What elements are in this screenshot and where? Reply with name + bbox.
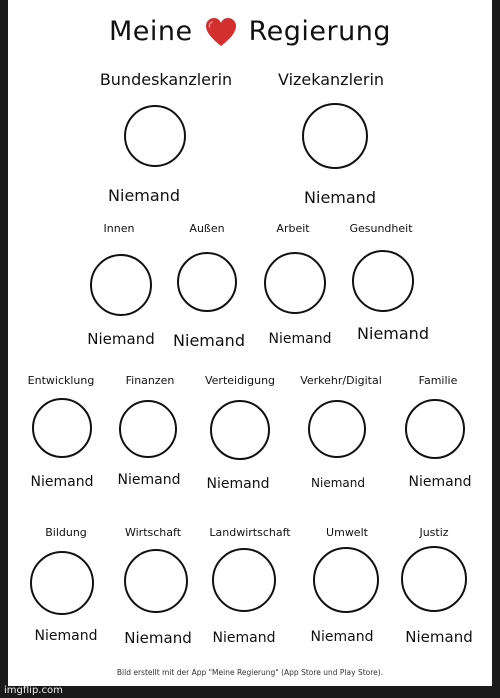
name-label-landwirtschaft: Niemand [212, 630, 276, 646]
role-label-bundeskanzlerin: Bundeskanzlerin [99, 70, 233, 89]
name-label-bildung: Niemand [34, 628, 98, 644]
name-label-umwelt: Niemand [310, 629, 374, 645]
portrait-slot-innen[interactable] [90, 254, 152, 316]
role-label-verkehr-digital: Verkehr/Digital [300, 374, 382, 387]
portrait-slot-arbeit[interactable] [264, 252, 326, 314]
role-label-vizekanzlerin: Vizekanzlerin [277, 70, 385, 89]
name-label-innen: Niemand [87, 330, 155, 348]
name-label-arbeit: Niemand [268, 331, 332, 347]
role-label-umwelt: Umwelt [326, 526, 368, 539]
portrait-slot-familie[interactable] [405, 399, 465, 459]
portrait-slot-entwicklung[interactable] [32, 398, 92, 458]
name-label-familie: Niemand [408, 474, 472, 490]
role-label-aussen: Außen [189, 222, 225, 235]
portrait-slot-bildung[interactable] [30, 551, 94, 615]
portrait-slot-justiz[interactable] [401, 546, 467, 612]
heart-icon [205, 17, 236, 46]
role-label-gesundheit: Gesundheit [349, 222, 413, 235]
role-label-finanzen: Finanzen [125, 374, 175, 387]
footer-credit: Bild erstellt mit der App "Meine Regieru… [116, 668, 384, 677]
watermark: imgflip.com [4, 685, 63, 696]
name-label-entwicklung: Niemand [30, 474, 94, 490]
name-label-bundeskanzlerin: Niemand [108, 186, 180, 205]
portrait-slot-aussen[interactable] [177, 252, 237, 312]
name-label-aussen: Niemand [173, 331, 245, 350]
portrait-slot-finanzen[interactable] [119, 400, 177, 458]
portrait-slot-gesundheit[interactable] [352, 250, 414, 312]
role-label-verteidigung: Verteidigung [204, 374, 276, 387]
portrait-slot-verkehr-digital[interactable] [308, 400, 366, 458]
portrait-slot-umwelt[interactable] [313, 547, 379, 613]
role-label-justiz: Justiz [419, 526, 449, 539]
role-label-bildung: Bildung [45, 526, 87, 539]
name-label-verteidigung: Niemand [206, 476, 270, 492]
role-label-innen: Innen [103, 222, 135, 235]
portrait-slot-vizekanzlerin[interactable] [302, 103, 368, 169]
name-label-gesundheit: Niemand [357, 324, 429, 343]
page-title: Meine Regierung [0, 16, 500, 47]
role-label-arbeit: Arbeit [276, 222, 310, 235]
portrait-slot-bundeskanzlerin[interactable] [124, 105, 186, 167]
role-label-entwicklung: Entwicklung [27, 374, 95, 387]
name-label-finanzen: Niemand [117, 472, 181, 488]
role-label-landwirtschaft: Landwirtschaft [209, 526, 291, 539]
portrait-slot-landwirtschaft[interactable] [212, 548, 276, 612]
role-label-familie: Familie [418, 374, 458, 387]
name-label-verkehr-digital: Niemand [311, 476, 365, 490]
title-right: Regierung [248, 16, 391, 47]
portrait-slot-verteidigung[interactable] [210, 400, 270, 460]
role-label-wirtschaft: Wirtschaft [124, 526, 182, 539]
name-label-vizekanzlerin: Niemand [304, 188, 376, 207]
title-left: Meine [108, 16, 193, 47]
portrait-slot-wirtschaft[interactable] [124, 549, 188, 613]
name-label-wirtschaft: Niemand [124, 629, 192, 647]
name-label-justiz: Niemand [405, 628, 473, 646]
